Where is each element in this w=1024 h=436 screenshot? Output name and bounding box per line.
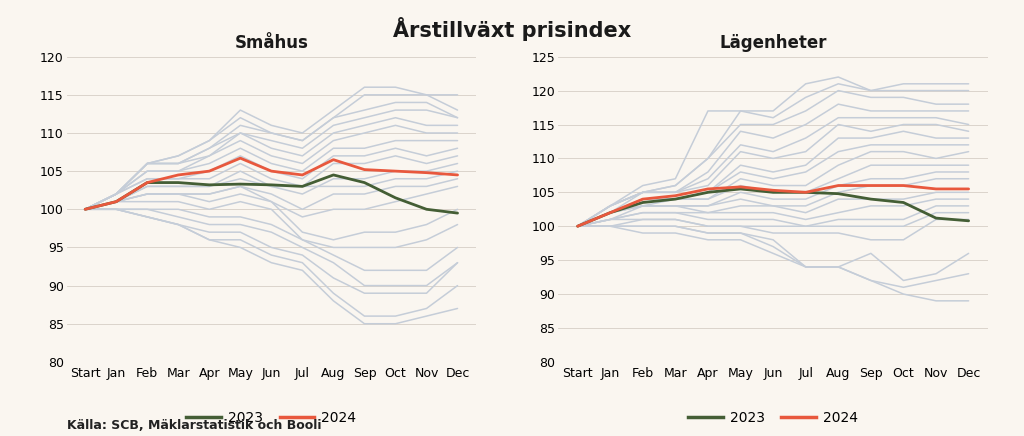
Text: Källa: SCB, Mäklarstatistik och Booli: Källa: SCB, Mäklarstatistik och Booli [67,419,322,432]
Legend: 2023, 2024: 2023, 2024 [683,405,863,431]
Legend: 2023, 2024: 2023, 2024 [181,405,361,431]
Text: Årstillväxt prisindex: Årstillväxt prisindex [393,17,631,41]
Title: Småhus: Småhus [234,34,308,52]
Title: Lägenheter: Lägenheter [720,34,826,52]
